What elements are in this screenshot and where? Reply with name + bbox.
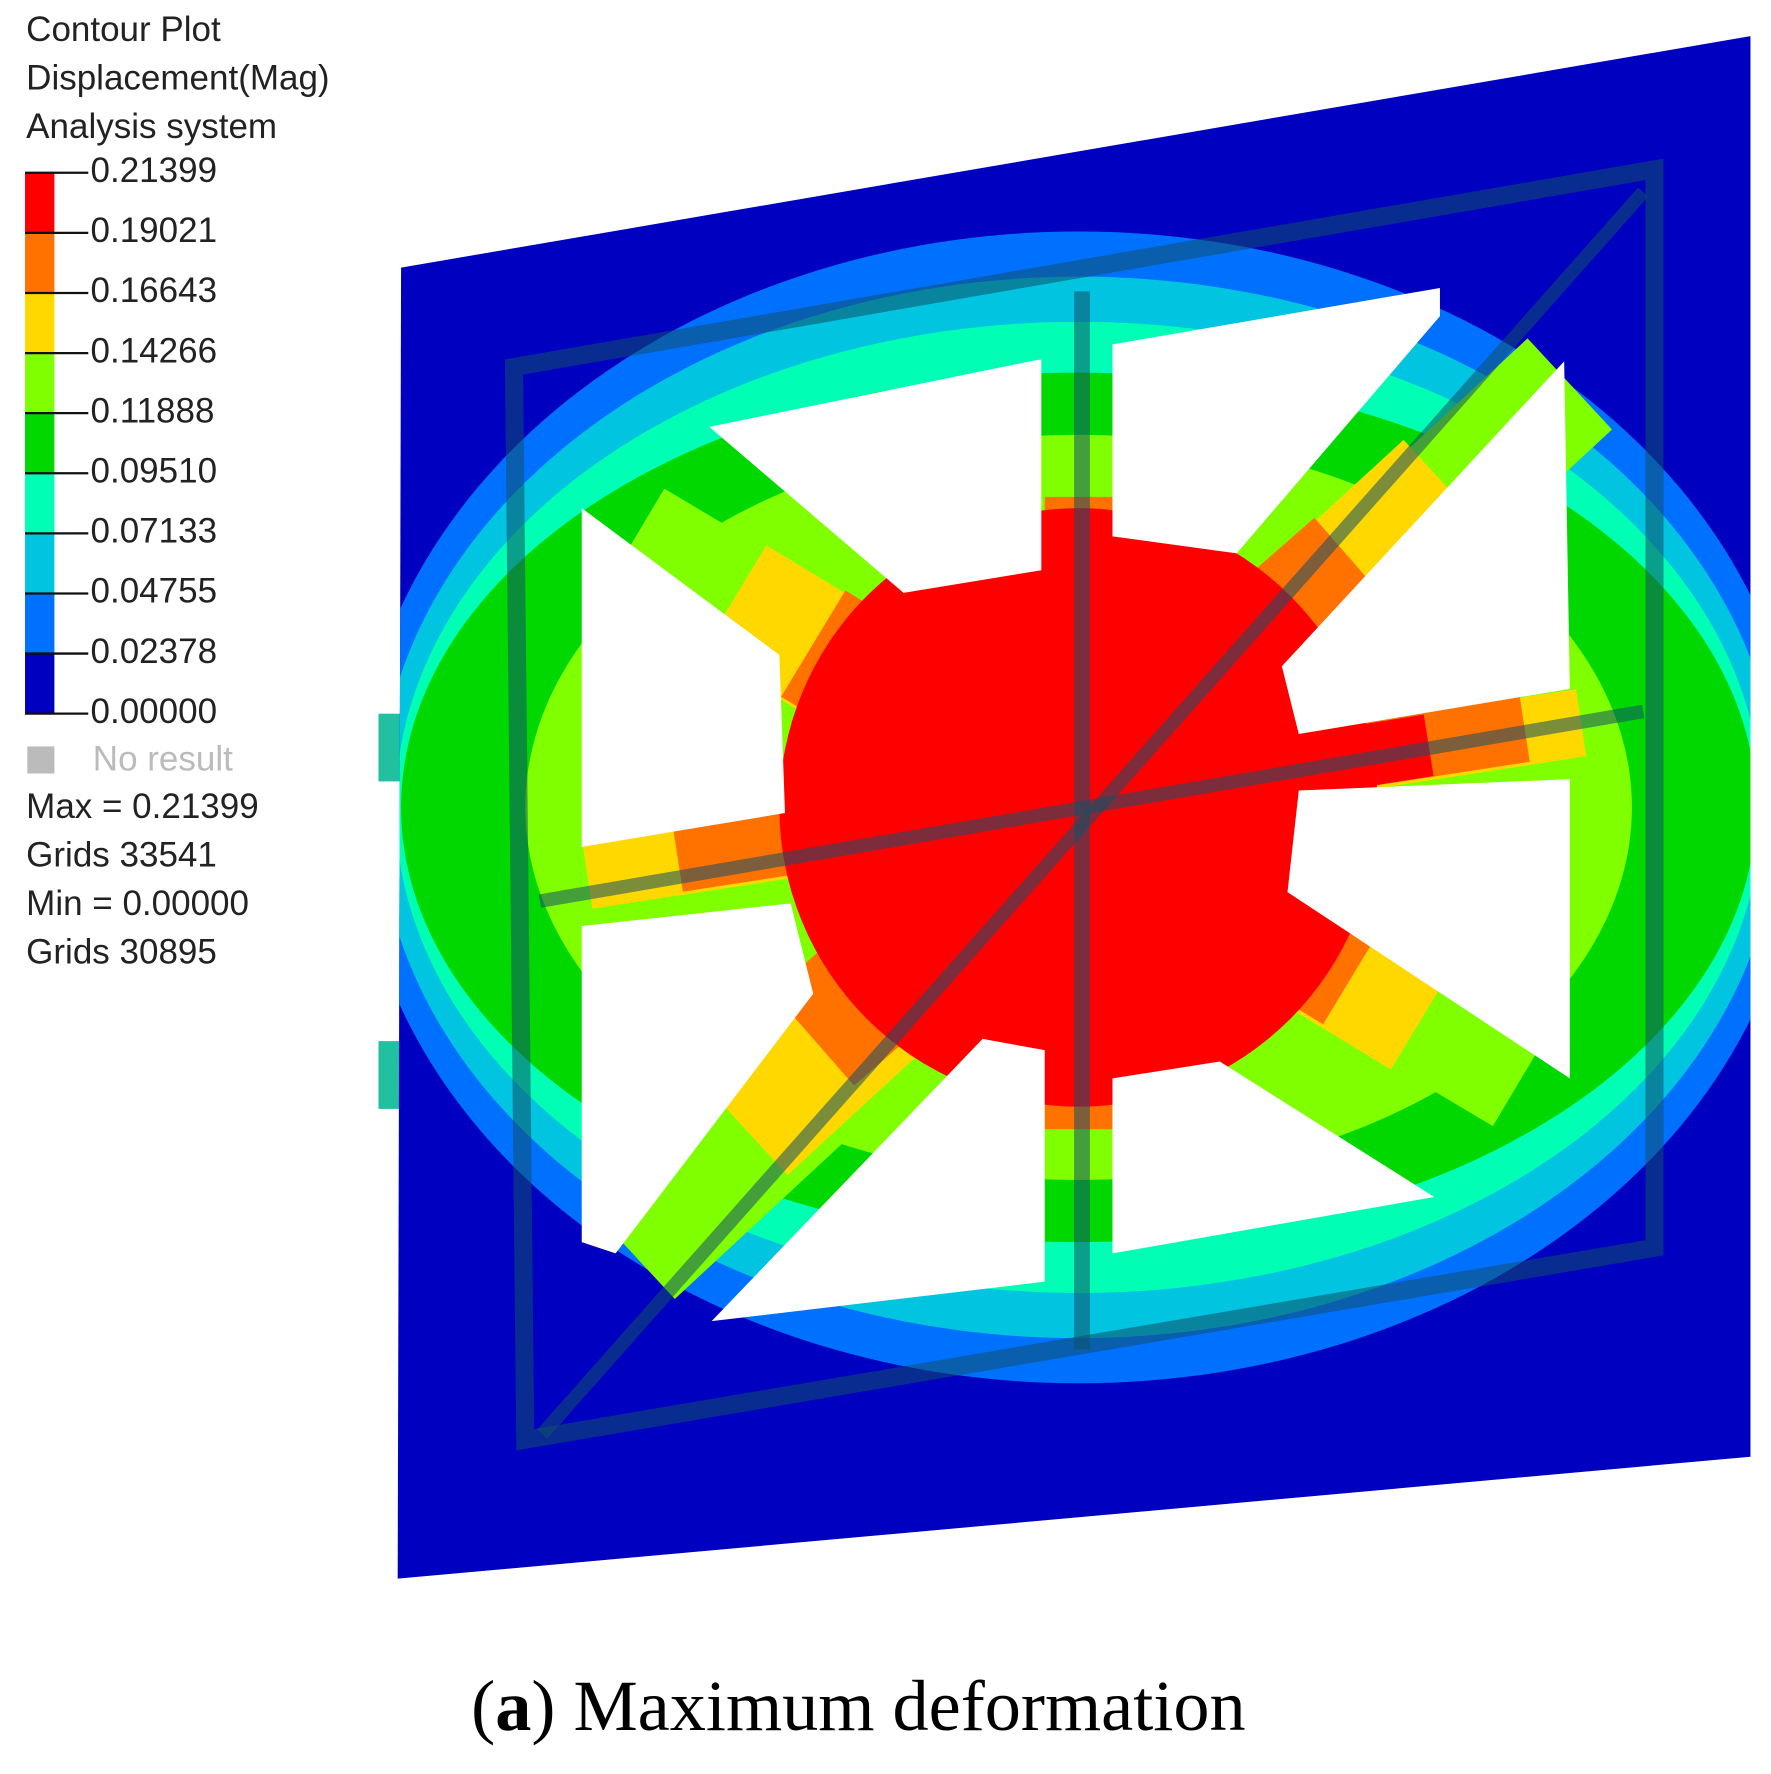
legend: Contour Plot Displacement(Mag) Analysis sy… [25, 10, 330, 971]
legend-level: 0.00000 [91, 692, 218, 731]
legend-level: 0.14266 [91, 331, 218, 370]
caption-label: a [495, 1666, 531, 1746]
legend-level: 0.02378 [91, 632, 218, 671]
no-result: No result [93, 739, 233, 778]
legend-stat: Max = 0.21399 [26, 787, 259, 826]
legend-level: 0.09510 [91, 452, 218, 491]
legend-level: 0.04755 [91, 572, 218, 611]
legend-title: Contour Plot [26, 10, 221, 49]
legend-level: 0.19021 [91, 211, 218, 250]
cutouts [581, 287, 1570, 1322]
legend-band [25, 232, 55, 293]
legend-stat: Grids 30895 [26, 932, 217, 971]
legend-band [25, 413, 55, 474]
legend-band [25, 172, 55, 233]
legend-level: 0.07133 [91, 512, 218, 551]
side-tab [378, 713, 404, 782]
legend-band [25, 353, 55, 414]
legend-level: 0.21399 [91, 151, 218, 190]
legend-band [25, 533, 55, 594]
caption-open: ( [471, 1666, 495, 1746]
legend-title: Analysis system [26, 107, 277, 146]
legend-band [25, 653, 55, 714]
frame [504, 158, 1664, 1451]
legend-band [25, 593, 55, 654]
legend-title: Displacement(Mag) [26, 58, 329, 97]
caption-text: ) Maximum deformation [531, 1666, 1245, 1746]
model [378, 36, 1751, 1579]
caption: (a) Maximum deformation [471, 1666, 1246, 1746]
legend-band [25, 292, 55, 354]
no-result-swatch [27, 746, 55, 774]
legend-level: 0.11888 [91, 391, 215, 430]
legend-stat: Min = 0.00000 [26, 884, 249, 923]
legend-band [25, 473, 55, 534]
legend-stat: Grids 33541 [26, 835, 217, 874]
legend-level: 0.16643 [91, 271, 218, 310]
